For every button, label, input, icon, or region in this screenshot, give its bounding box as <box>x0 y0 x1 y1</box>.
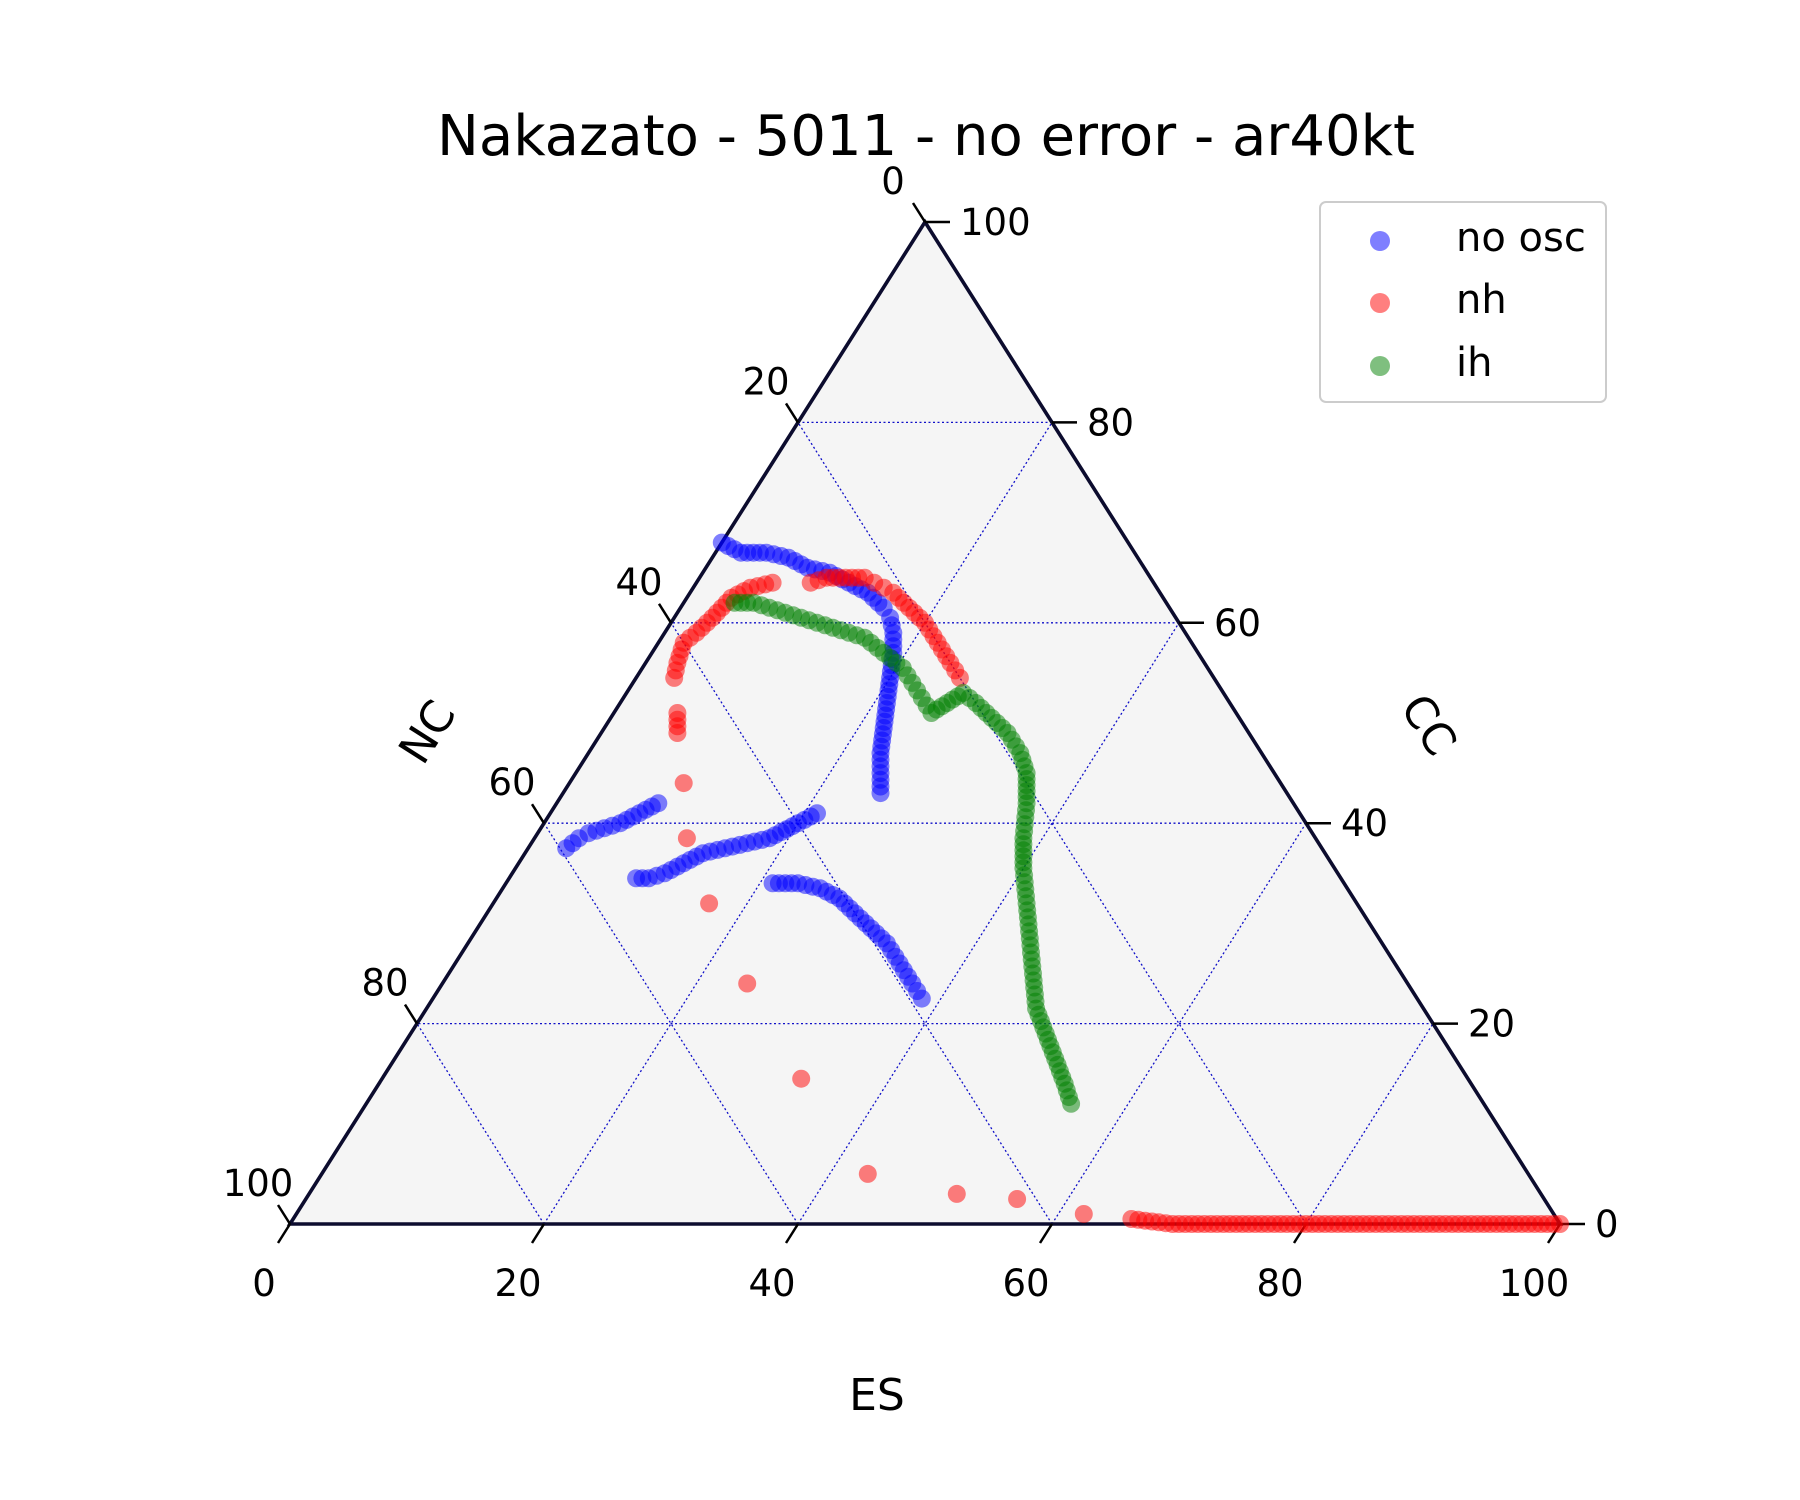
tick-label-cc-0: 0 <box>1595 1203 1619 1246</box>
legend-label-no-osc: no osc <box>1456 215 1586 261</box>
tick-label-cc-80: 80 <box>1087 401 1134 444</box>
legend-frame <box>1319 201 1607 403</box>
legend-label-nh: nh <box>1456 277 1507 323</box>
data-point <box>557 839 576 858</box>
tick-label-es-0: 0 <box>252 1262 276 1305</box>
data-point <box>1551 1215 1569 1233</box>
grid-line-nc-80 <box>416 1023 545 1225</box>
axis-title-cc: CC <box>1390 686 1466 765</box>
data-point <box>871 784 890 803</box>
right-axis-ticks: 0 20 40 60 80 100 <box>925 201 1619 1246</box>
data-point <box>1008 1190 1027 1208</box>
data-point <box>1074 1205 1093 1223</box>
data-points <box>557 533 1569 1233</box>
legend-marker-nh <box>1370 293 1390 313</box>
tick-label-es-100: 100 <box>1499 1262 1570 1305</box>
data-point <box>738 974 757 993</box>
data-point <box>792 1069 811 1088</box>
tick-mark-es-60 <box>1038 1223 1054 1244</box>
data-point <box>858 1164 877 1183</box>
tick-label-nc-80: 80 <box>361 962 408 1005</box>
legend: no osc nh ih <box>1319 201 1607 403</box>
data-point <box>665 668 684 687</box>
data-point <box>950 668 969 687</box>
tick-mark-nc-80 <box>403 1003 419 1025</box>
legend-label-ih: ih <box>1456 340 1492 386</box>
tick-label-es-20: 20 <box>494 1262 541 1305</box>
tick-label-nc-0: 0 <box>881 160 905 203</box>
tick-label-es-80: 80 <box>1256 1262 1303 1305</box>
data-point <box>677 829 696 848</box>
chart-title: Nakazato - 5011 - no error - ar40kt <box>437 104 1415 169</box>
tick-label-cc-20: 20 <box>1468 1003 1515 1046</box>
tick-label-cc-60: 60 <box>1214 602 1261 645</box>
data-point <box>674 774 693 793</box>
tick-label-nc-40: 40 <box>615 561 662 604</box>
tick-label-nc-20: 20 <box>742 360 789 403</box>
tick-label-es-60: 60 <box>1002 1262 1049 1305</box>
series-no-osc <box>557 533 931 1008</box>
tick-mark-es-0 <box>276 1223 292 1244</box>
ternary-plot-area <box>290 222 1560 1224</box>
data-point <box>1062 1094 1081 1113</box>
tick-label-nc-60: 60 <box>488 761 535 804</box>
tick-label-es-40: 40 <box>748 1262 795 1305</box>
data-point <box>947 1184 966 1203</box>
tick-label-cc-40: 40 <box>1341 802 1388 845</box>
legend-marker-ih <box>1370 356 1390 376</box>
tick-mark-es-40 <box>784 1223 800 1244</box>
data-point <box>668 724 687 742</box>
tick-mark-nc-60 <box>530 803 546 824</box>
bottom-axis-ticks: 0 20 40 60 80 100 <box>252 1223 1570 1305</box>
tick-mark-nc-0 <box>911 202 927 223</box>
axis-title-nc: NC <box>389 692 466 773</box>
series-ih <box>725 593 1081 1113</box>
legend-marker-no-osc <box>1370 231 1390 251</box>
axis-title-es: ES <box>849 1370 905 1421</box>
series-nh <box>665 568 1569 1233</box>
tick-mark-es-20 <box>530 1223 546 1244</box>
tick-mark-nc-100 <box>276 1204 292 1225</box>
tick-mark-nc-40 <box>657 603 673 624</box>
tick-mark-nc-20 <box>784 402 800 424</box>
tick-label-nc-100: 100 <box>223 1162 294 1205</box>
data-point <box>627 869 646 888</box>
tick-label-cc-100: 100 <box>960 201 1031 244</box>
data-point <box>700 894 719 913</box>
data-point <box>912 989 931 1008</box>
grid-line-es-80 <box>1305 1023 1434 1225</box>
left-axis-ticks: 0 20 40 60 80 100 <box>223 160 927 1225</box>
grid-line-es-20 <box>543 422 1053 1225</box>
grid-line-nc-20 <box>797 422 1307 1225</box>
ternary-frame <box>286 218 1564 1226</box>
grid-line-es-40 <box>797 622 1180 1225</box>
